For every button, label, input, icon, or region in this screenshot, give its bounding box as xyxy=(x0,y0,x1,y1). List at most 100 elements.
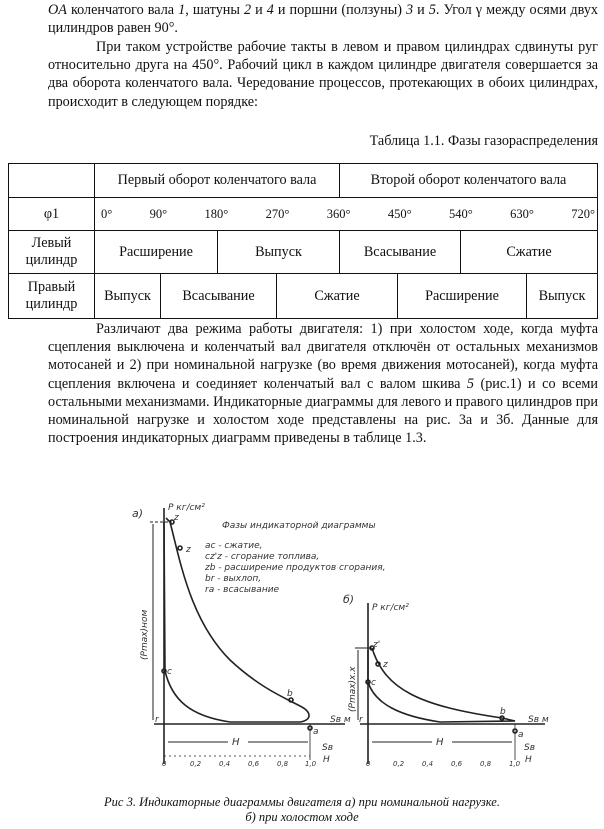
text: , шатуны xyxy=(185,2,244,18)
label-a-point: a xyxy=(518,730,524,740)
angle: 540° xyxy=(449,206,473,221)
label-z-prime: z xyxy=(173,513,179,523)
point-a xyxy=(307,725,313,731)
ratio-top: Sв xyxy=(322,743,333,753)
point-z xyxy=(169,519,175,525)
table-cell: Выпуск xyxy=(526,273,598,319)
tick-label: 1,0 xyxy=(509,760,521,768)
figure-caption: Рис 3. Индикаторные диаграммы двигателя … xyxy=(0,795,604,825)
table-cell: Расширение xyxy=(397,273,527,319)
paragraph-2: При таком устройстве рабочие такты в лев… xyxy=(48,39,598,110)
pmax-nom-label: (Pmax)ном xyxy=(140,610,150,660)
text: Различают два режима работы двигателя: 1… xyxy=(48,321,598,392)
ticks-a: 0 0,2 0,4 0,6 0,8 1,0 xyxy=(162,760,317,768)
tick-label: 0,2 xyxy=(190,760,202,768)
table-row: Правый цилиндр Выпуск Всасывание Сжатие … xyxy=(8,273,598,319)
point-b xyxy=(499,715,505,721)
label-z: z xyxy=(382,660,388,670)
table-cell: Выпуск xyxy=(217,230,340,274)
text: 5 xyxy=(428,2,436,18)
diagram-b xyxy=(355,603,545,764)
paragraph-1: OA коленчатого вала 1, шатуны 2 и 4 и по… xyxy=(48,1,598,37)
tick-label: 1,0 xyxy=(305,760,317,768)
angle: 270° xyxy=(265,206,290,221)
text: 3 xyxy=(406,2,414,18)
caption-line: б) при холостом ходе xyxy=(245,810,359,824)
s-axis-label: Sв м xyxy=(330,715,351,725)
label-a: а) xyxy=(132,507,143,520)
table-cell: Выпуск xyxy=(94,273,161,319)
angle: 180° xyxy=(204,206,229,221)
cycle-curve xyxy=(163,517,310,723)
tick-label: 0,6 xyxy=(451,760,463,768)
tick-label: 0 xyxy=(162,760,167,768)
text: 1 xyxy=(178,2,186,18)
label-z: z xyxy=(185,545,191,555)
label-z-prime: z' xyxy=(372,640,380,650)
table-cell: Левый цилиндр xyxy=(8,230,95,274)
angle: 450° xyxy=(387,206,412,221)
ratio-bottom: H xyxy=(525,755,532,765)
tick-label: 0,6 xyxy=(248,760,260,768)
paragraph-3: Различают два режима работы двигателя: 1… xyxy=(48,320,598,447)
legend-item: zb - расширение продуктов сгорания, xyxy=(204,563,385,573)
ratio-bottom: H xyxy=(323,755,330,765)
diagram-a xyxy=(150,508,345,764)
text: 2 xyxy=(243,2,252,18)
table-header-cell: Первый оборот коленчатого вала xyxy=(94,163,340,198)
legend-item: br - выхлоп, xyxy=(205,574,261,584)
angle: 360° xyxy=(326,206,351,221)
angle: 720° xyxy=(571,206,595,221)
tick-label: 0 xyxy=(366,760,371,768)
table-caption: Таблица 1.1. Фазы газораспределения xyxy=(369,133,598,149)
angle: 0° xyxy=(101,206,113,221)
point-c xyxy=(161,668,167,674)
label-b: b xyxy=(500,707,506,717)
label-r: r xyxy=(359,715,364,725)
pmax-xx-label: (Pmax)х.х xyxy=(348,666,358,712)
text: и xyxy=(251,2,267,18)
table-cell: Расширение xyxy=(94,230,218,274)
text: и xyxy=(413,2,429,18)
table-row: Первый оборот коленчатого вала Второй об… xyxy=(8,163,598,198)
figure-labels: а) P кг/см² Фазы индикаторной диаграммы … xyxy=(132,503,549,768)
table-cell: Всасывание xyxy=(339,230,461,274)
tick-label: 0,8 xyxy=(277,760,289,768)
table-row: Левый цилиндр Расширение Выпуск Всасыван… xyxy=(8,230,598,274)
label-a-point: a xyxy=(313,727,319,737)
angle: 90° xyxy=(149,206,168,221)
text: коленчатого вала xyxy=(66,2,179,18)
label-b: b xyxy=(287,689,293,699)
point-z xyxy=(375,661,381,667)
p-axis-label: P кг/см² xyxy=(168,503,205,513)
label-c: c xyxy=(371,678,376,688)
text: 5 xyxy=(466,375,474,392)
tick-label: 0,4 xyxy=(422,760,433,768)
caption-line: Рис 3. Индикаторные диаграммы двигателя … xyxy=(104,795,500,809)
point-z2 xyxy=(177,545,183,551)
text: 4 xyxy=(266,2,274,18)
label-r: r xyxy=(155,715,160,725)
table-cell: Правый цилиндр xyxy=(8,273,95,319)
tick-label: 0,4 xyxy=(219,760,230,768)
ticks-b: 0 0,2 0,4 0,6 0,8 1,0 xyxy=(366,760,521,768)
point-z-prime xyxy=(369,645,375,651)
label-c: c xyxy=(167,667,172,677)
label-b-diagram: б) xyxy=(343,593,354,606)
s-axis-label: Sв м xyxy=(528,715,549,725)
point-c xyxy=(365,679,371,685)
text: (рис.1) и со всеми остальными механизмам… xyxy=(48,375,598,447)
point-b xyxy=(288,697,294,703)
table-cell: Всасывание xyxy=(160,273,277,319)
phases-table: Первый оборот коленчатого вала Второй об… xyxy=(8,163,598,319)
table-header-cell: Второй оборот коленчатого вала xyxy=(339,163,598,198)
tick-label: 0,2 xyxy=(393,760,405,768)
text: и поршни (ползуны) xyxy=(273,2,407,18)
text: OA xyxy=(48,2,67,18)
legend-title: Фазы индикаторной диаграммы xyxy=(222,521,376,531)
angle: 630° xyxy=(510,206,534,221)
p-axis-label: P кг/см² xyxy=(372,603,409,613)
table-cell: Сжатие xyxy=(276,273,398,319)
angles-cell: 0° 90° 180° 270° 360° 450° 540° 630° 720… xyxy=(94,197,598,231)
